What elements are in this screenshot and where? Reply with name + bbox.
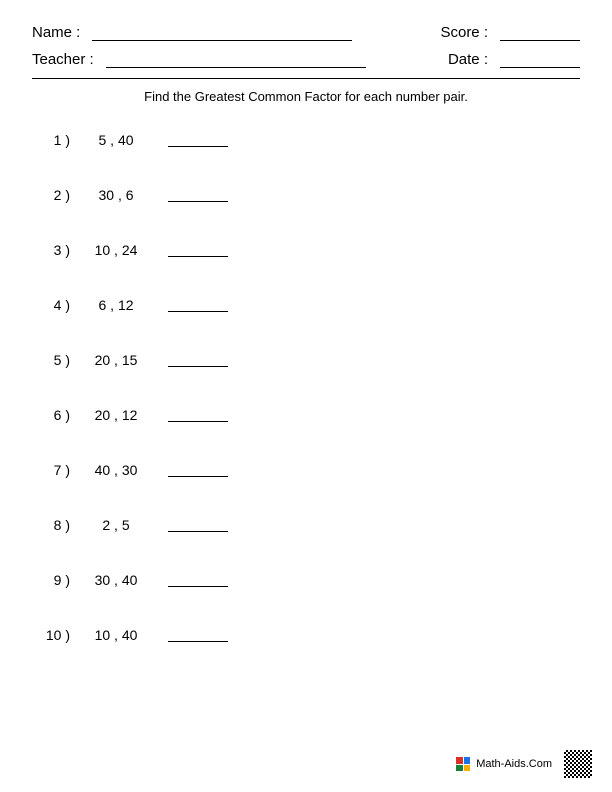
problem-row: 2 ) 30 , 6 xyxy=(36,187,580,203)
problem-pair: 2 , 5 xyxy=(72,517,160,533)
answer-blank[interactable] xyxy=(168,298,228,312)
problem-row: 7 ) 40 , 30 xyxy=(36,462,580,478)
date-label: Date : xyxy=(448,51,488,68)
problem-number: 6 ) xyxy=(36,407,72,423)
problem-number: 2 ) xyxy=(36,187,72,203)
problem-pair: 30 , 6 xyxy=(72,187,160,203)
problem-pair: 40 , 30 xyxy=(72,462,160,478)
problem-row: 3 ) 10 , 24 xyxy=(36,242,580,258)
score-label: Score : xyxy=(440,24,488,41)
qr-code-icon xyxy=(564,750,592,778)
name-label: Name : xyxy=(32,24,80,41)
problem-pair: 10 , 40 xyxy=(72,627,160,643)
problem-pair: 30 , 40 xyxy=(72,572,160,588)
problem-pair: 20 , 15 xyxy=(72,352,160,368)
teacher-field: Teacher : xyxy=(32,51,366,68)
problem-number: 5 ) xyxy=(36,352,72,368)
problem-number: 8 ) xyxy=(36,517,72,533)
worksheet-header: Name : Score : Teacher : Date : xyxy=(32,24,580,68)
instruction-text: Find the Greatest Common Factor for each… xyxy=(32,89,580,104)
math-aids-logo-icon xyxy=(456,757,470,771)
answer-blank[interactable] xyxy=(168,408,228,422)
name-field: Name : xyxy=(32,24,352,41)
problem-row: 9 ) 30 , 40 xyxy=(36,572,580,588)
date-field: Date : xyxy=(448,51,580,68)
answer-blank[interactable] xyxy=(168,518,228,532)
header-row-2: Teacher : Date : xyxy=(32,51,580,68)
problem-number: 9 ) xyxy=(36,572,72,588)
footer: Math-Aids.Com xyxy=(456,750,592,778)
problem-pair: 6 , 12 xyxy=(72,297,160,313)
problem-row: 4 ) 6 , 12 xyxy=(36,297,580,313)
problem-row: 8 ) 2 , 5 xyxy=(36,517,580,533)
problem-number: 4 ) xyxy=(36,297,72,313)
answer-blank[interactable] xyxy=(168,628,228,642)
problem-pair: 5 , 40 xyxy=(72,132,160,148)
answer-blank[interactable] xyxy=(168,243,228,257)
problem-pair: 20 , 12 xyxy=(72,407,160,423)
problem-number: 7 ) xyxy=(36,462,72,478)
problem-row: 5 ) 20 , 15 xyxy=(36,352,580,368)
answer-blank[interactable] xyxy=(168,463,228,477)
score-field: Score : xyxy=(440,24,580,41)
problem-row: 6 ) 20 , 12 xyxy=(36,407,580,423)
footer-site: Math-Aids.Com xyxy=(476,758,552,770)
score-blank[interactable] xyxy=(500,25,580,41)
header-divider xyxy=(32,78,580,79)
problem-row: 1 ) 5 , 40 xyxy=(36,132,580,148)
problem-number: 3 ) xyxy=(36,242,72,258)
problem-row: 10 ) 10 , 40 xyxy=(36,627,580,643)
answer-blank[interactable] xyxy=(168,353,228,367)
teacher-blank[interactable] xyxy=(106,52,366,68)
answer-blank[interactable] xyxy=(168,188,228,202)
problem-number: 1 ) xyxy=(36,132,72,148)
answer-blank[interactable] xyxy=(168,573,228,587)
problem-number: 10 ) xyxy=(36,627,72,643)
date-blank[interactable] xyxy=(500,52,580,68)
problem-pair: 10 , 24 xyxy=(72,242,160,258)
problem-list: 1 ) 5 , 40 2 ) 30 , 6 3 ) 10 , 24 4 ) 6 … xyxy=(32,132,580,643)
teacher-label: Teacher : xyxy=(32,51,94,68)
answer-blank[interactable] xyxy=(168,133,228,147)
name-blank[interactable] xyxy=(92,25,352,41)
header-row-1: Name : Score : xyxy=(32,24,580,41)
